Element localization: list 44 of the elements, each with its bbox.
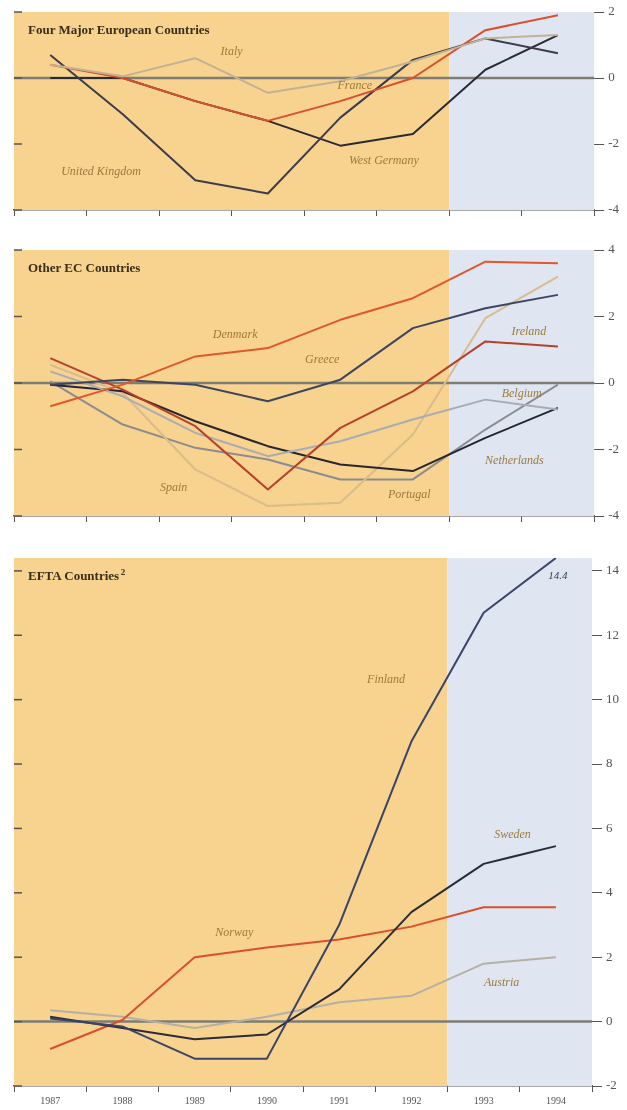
annotation: 14.4 bbox=[548, 568, 568, 581]
y-tick-label: 0 bbox=[606, 1013, 613, 1029]
x-tick-label: 1988 bbox=[112, 1094, 133, 1106]
y-tick-label: 8 bbox=[606, 755, 613, 771]
series-label: Sweden bbox=[494, 827, 531, 842]
x-tick-label: 1987 bbox=[40, 1094, 61, 1106]
text: United Kingdom bbox=[61, 164, 142, 179]
y-tick-label: 0 bbox=[608, 374, 615, 390]
y-tick-label: 2 bbox=[606, 948, 613, 964]
series-label: Denmark bbox=[211, 326, 259, 341]
x-tick-label: 1993 bbox=[473, 1094, 494, 1106]
y-tick-label: -4 bbox=[608, 201, 620, 217]
series-label: Netherlands bbox=[484, 453, 545, 468]
series-label: Norway bbox=[214, 925, 255, 940]
x-tick-label: 1989 bbox=[184, 1094, 205, 1106]
y-tick-label: 4 bbox=[608, 241, 616, 257]
y-tick-label: -2 bbox=[608, 135, 620, 151]
y-tick-label: -4 bbox=[608, 507, 620, 523]
y-tick-label: 2 bbox=[608, 3, 615, 19]
series-label: Spain bbox=[159, 479, 188, 494]
series-label: Ireland bbox=[510, 323, 548, 338]
series-label: Portugal bbox=[386, 486, 432, 501]
series-label: Belgium bbox=[501, 385, 542, 400]
y-tick-label: 12 bbox=[606, 626, 619, 642]
x-tick-label: 1991 bbox=[329, 1094, 350, 1106]
series-label: Greece bbox=[305, 351, 340, 366]
y-tick-label: 2 bbox=[608, 307, 615, 323]
y-tick-label: 14 bbox=[606, 562, 620, 578]
x-tick-label: 1990 bbox=[256, 1094, 277, 1106]
text: Finland bbox=[366, 672, 407, 687]
y-tick-label: 6 bbox=[606, 819, 613, 835]
series-label: Italy bbox=[219, 43, 244, 58]
y-tick-label: -2 bbox=[608, 440, 620, 456]
x-tick-label: 1994 bbox=[545, 1094, 566, 1106]
series-label: France bbox=[336, 78, 373, 93]
text: Other EC Countries bbox=[28, 260, 141, 275]
y-tick-label: 10 bbox=[606, 691, 619, 707]
y-tick-label: 0 bbox=[608, 69, 615, 85]
y-tick-label: -2 bbox=[606, 1077, 617, 1093]
y-tick-label: 4 bbox=[606, 884, 613, 900]
text: Four Major European Countries bbox=[28, 22, 210, 37]
series-label: West Germany bbox=[348, 152, 420, 167]
x-tick-label: 1992 bbox=[401, 1094, 422, 1106]
series-label: Austria bbox=[483, 975, 520, 990]
